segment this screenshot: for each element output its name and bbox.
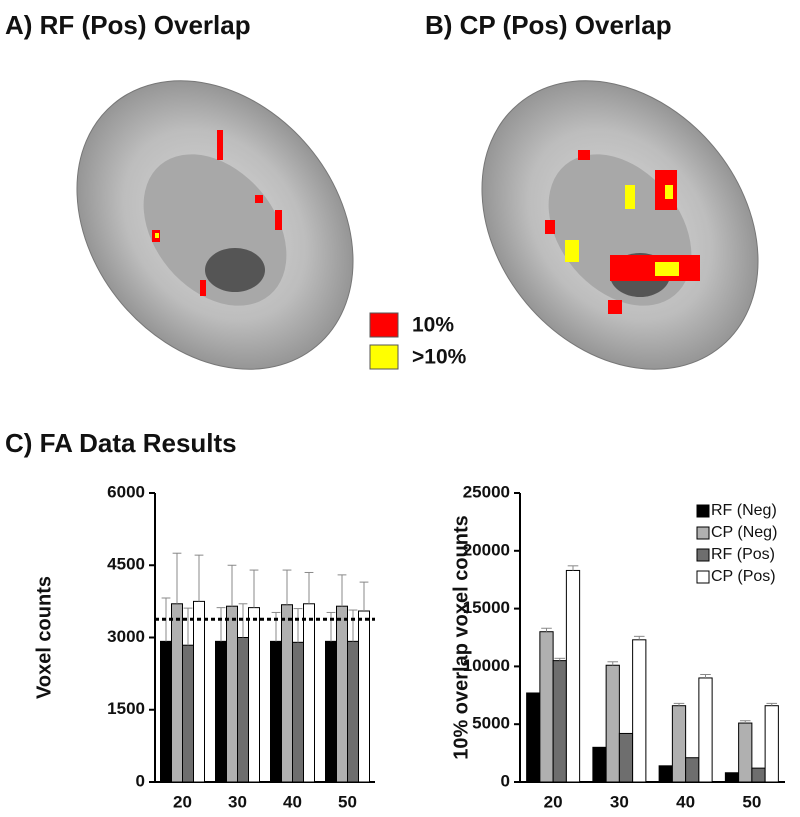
- y-axis-label: Voxel counts: [33, 576, 55, 699]
- error-bar: [183, 607, 193, 646]
- bar: [237, 637, 249, 783]
- legend-swatch: [696, 526, 710, 540]
- error-bar: [216, 607, 226, 642]
- bar: [270, 640, 282, 783]
- legend-swatch: [696, 548, 710, 562]
- panel-title: C) FA Data Results: [5, 428, 237, 458]
- error-bar: [567, 565, 579, 571]
- x-tick-label: 50: [742, 792, 761, 811]
- bar: [685, 757, 700, 783]
- error-bar: [194, 554, 204, 602]
- panel-title: A) RF (Pos) Overlap: [5, 10, 251, 40]
- error-bar: [541, 627, 552, 632]
- y-tick-label: 3000: [107, 627, 145, 646]
- x-tick-label: 20: [544, 792, 563, 811]
- error-bar: [326, 611, 336, 642]
- error-bar: [271, 611, 281, 642]
- error-bar: [249, 569, 259, 608]
- bar: [605, 664, 620, 783]
- error-bar: [172, 552, 182, 604]
- bar: [751, 767, 766, 783]
- legend-swatch: [369, 344, 399, 370]
- bar: [292, 641, 304, 783]
- x-tick-label: 50: [338, 792, 357, 811]
- bar: [160, 640, 172, 783]
- bar: [347, 640, 359, 783]
- error-bar: [766, 702, 778, 706]
- error-bar: [304, 571, 314, 604]
- bar: [215, 640, 227, 783]
- brain-image: [76, 80, 354, 370]
- legend-swatch: [696, 570, 710, 584]
- bar: [539, 631, 554, 783]
- error-bar: [293, 608, 303, 643]
- y-tick-label: 20000: [463, 540, 510, 559]
- x-tick-label: 40: [283, 792, 302, 811]
- bar: [724, 772, 740, 783]
- bar: [358, 610, 370, 783]
- legend-label: RF (Neg): [711, 502, 777, 519]
- bar: [592, 746, 607, 783]
- bar: [193, 600, 205, 783]
- bar: [336, 605, 348, 783]
- legend-label: RF (Pos): [711, 546, 775, 563]
- bar: [248, 607, 260, 783]
- bar: [632, 639, 647, 783]
- x-tick-label: 30: [610, 792, 629, 811]
- bar: [526, 692, 541, 783]
- error-bar: [554, 657, 566, 661]
- bar: [764, 705, 779, 783]
- error-bar: [739, 720, 751, 724]
- bar: [182, 644, 194, 783]
- bar: [658, 765, 673, 783]
- error-bar: [673, 702, 685, 706]
- bar: [303, 603, 315, 783]
- y-tick-label: 10000: [463, 656, 510, 675]
- bar: [618, 732, 634, 783]
- legend-label: 10%: [412, 314, 454, 337]
- bar: [226, 605, 238, 783]
- error-bar: [282, 569, 292, 605]
- bar: [325, 640, 337, 783]
- error-bar: [359, 581, 369, 612]
- legend-label: CP (Pos): [711, 568, 776, 585]
- brain-image: [481, 80, 759, 370]
- bar: [698, 677, 713, 783]
- y-tick-label: 1500: [107, 699, 145, 718]
- x-tick-label: 20: [173, 792, 192, 811]
- y-axis-label: 10% overlap voxel counts: [450, 515, 472, 760]
- y-tick-label: 0: [136, 771, 145, 790]
- error-bar: [700, 673, 711, 678]
- y-tick-label: 0: [501, 771, 510, 790]
- error-bar: [633, 635, 645, 640]
- bar: [671, 705, 687, 783]
- legend-label: CP (Neg): [711, 524, 777, 541]
- legend-label: >10%: [412, 346, 467, 369]
- error-bar: [337, 574, 347, 607]
- bar: [171, 603, 183, 783]
- x-tick-label: 30: [228, 792, 247, 811]
- error-bar: [348, 609, 358, 642]
- y-tick-label: 15000: [463, 598, 510, 617]
- legend-swatch: [369, 312, 399, 338]
- error-bar: [607, 661, 619, 666]
- x-tick-label: 40: [676, 792, 695, 811]
- y-tick-label: 4500: [107, 555, 145, 574]
- y-tick-label: 5000: [472, 714, 510, 733]
- y-tick-label: 25000: [463, 482, 510, 501]
- bar: [281, 604, 293, 783]
- error-bar: [227, 564, 237, 607]
- bar: [565, 569, 581, 783]
- panel-title: B) CP (Pos) Overlap: [425, 10, 672, 40]
- bar: [552, 660, 567, 783]
- legend-swatch: [696, 504, 710, 518]
- bar: [738, 722, 753, 783]
- y-tick-label: 6000: [107, 482, 145, 501]
